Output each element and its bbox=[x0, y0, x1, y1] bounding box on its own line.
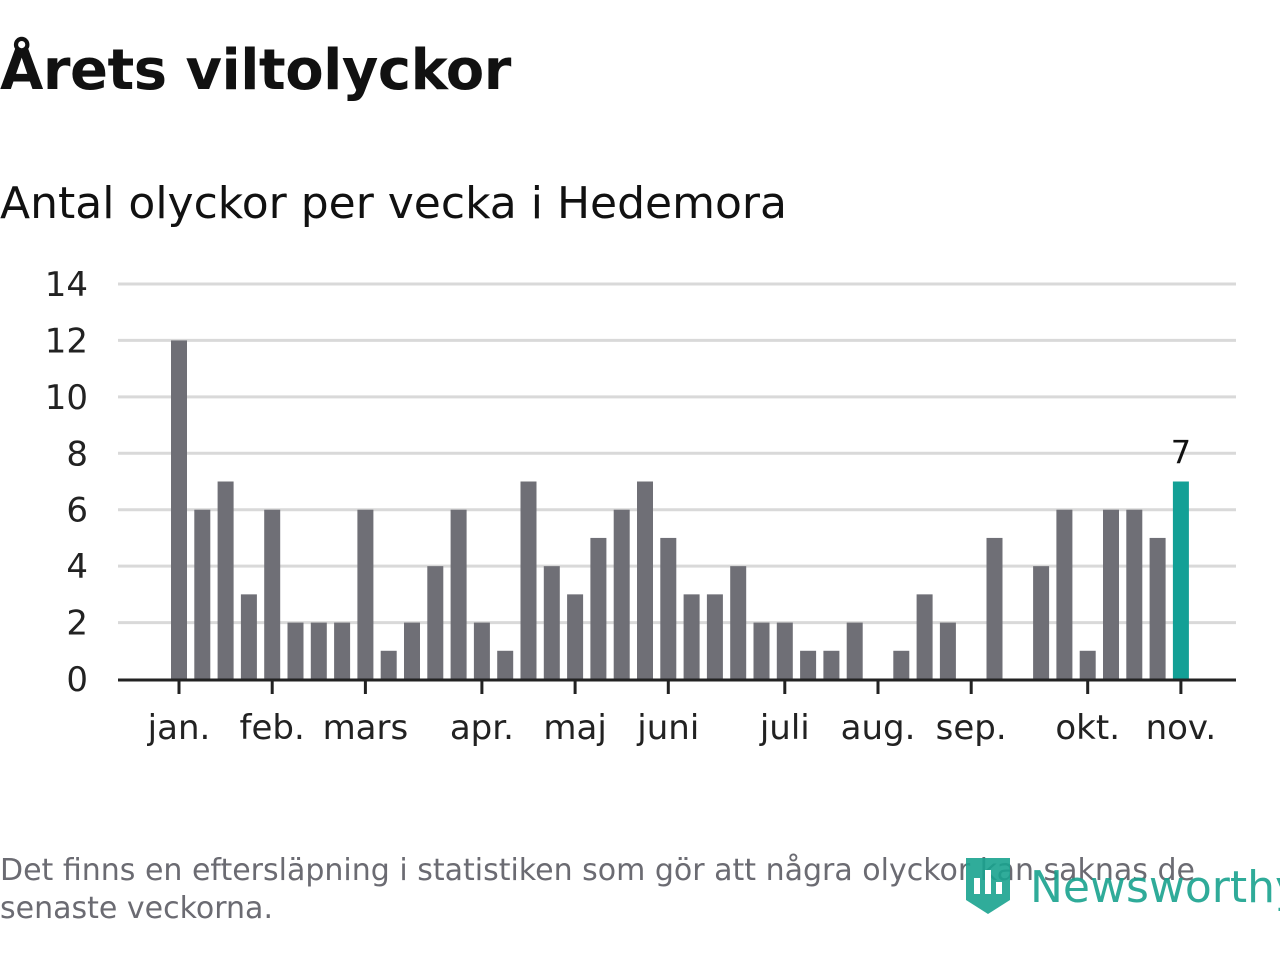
newsworthy-logo: Newsworthy bbox=[962, 852, 1280, 922]
bar-chart: 0 2 4 6 8 10 12 14 jan. feb. mars apr. maj juni juli a… bbox=[45, 265, 1236, 748]
bar bbox=[404, 622, 420, 679]
bar bbox=[1149, 537, 1166, 679]
bar bbox=[380, 650, 397, 679]
bar bbox=[194, 509, 211, 679]
y-tick-label: 10 bbox=[45, 378, 88, 418]
bar bbox=[217, 481, 234, 679]
bar bbox=[171, 340, 187, 679]
bar bbox=[357, 509, 374, 679]
y-tick-label: 6 bbox=[66, 491, 88, 531]
bar bbox=[1103, 509, 1119, 679]
y-tick-label: 4 bbox=[66, 547, 88, 587]
y-tick-label: 12 bbox=[45, 321, 88, 361]
y-tick-label: 14 bbox=[45, 265, 88, 305]
bar bbox=[613, 509, 630, 679]
y-tick-label: 8 bbox=[66, 434, 88, 474]
x-tick-label: okt. bbox=[1055, 708, 1120, 748]
bar bbox=[450, 509, 467, 679]
x-tick-label: apr. bbox=[450, 708, 514, 748]
bars bbox=[171, 340, 1189, 679]
bar bbox=[543, 566, 560, 679]
x-tick-label: jan. bbox=[147, 708, 211, 748]
x-tick-label: nov. bbox=[1146, 708, 1217, 748]
bar bbox=[1079, 650, 1096, 679]
bar bbox=[637, 481, 653, 679]
x-tick-label: mars bbox=[323, 708, 409, 748]
bar bbox=[776, 622, 793, 679]
bar bbox=[823, 650, 840, 679]
bar bbox=[660, 537, 677, 679]
y-axis-ticks: 0 2 4 6 8 10 12 14 bbox=[45, 265, 88, 700]
y-tick-label: 2 bbox=[66, 604, 88, 644]
gridlines bbox=[118, 282, 1236, 625]
bar bbox=[986, 537, 1003, 679]
x-tick-label: sep. bbox=[936, 708, 1007, 748]
y-tick-label: 0 bbox=[66, 660, 88, 700]
bar bbox=[427, 566, 444, 679]
last-value-label: 7 bbox=[1171, 434, 1191, 472]
bar bbox=[683, 594, 700, 679]
bar bbox=[1126, 509, 1143, 679]
bar bbox=[893, 650, 910, 679]
chart-title: Årets viltolyckor bbox=[0, 38, 511, 103]
x-tick-label: feb. bbox=[240, 708, 305, 748]
bar bbox=[264, 509, 281, 679]
bar bbox=[916, 594, 933, 679]
bar bbox=[567, 594, 584, 679]
x-tick-label: aug. bbox=[841, 708, 916, 748]
x-tick-label: juli bbox=[759, 708, 810, 748]
bar bbox=[590, 537, 607, 679]
bar bbox=[310, 622, 327, 679]
bar bbox=[730, 566, 747, 679]
x-axis-ticks: jan. feb. mars apr. maj juni juli aug. sep. okt. n… bbox=[147, 680, 1217, 748]
x-tick-label: juni bbox=[636, 708, 699, 748]
bar bbox=[240, 594, 257, 679]
bar bbox=[287, 622, 304, 679]
bar bbox=[497, 650, 514, 679]
bar bbox=[334, 622, 351, 679]
chart-subtitle: Antal olyckor per vecka i Hedemora bbox=[0, 178, 787, 229]
bar bbox=[706, 594, 723, 679]
bar bbox=[1056, 509, 1073, 679]
bar-highlight bbox=[1172, 481, 1189, 679]
bar bbox=[846, 622, 863, 679]
bar bbox=[939, 622, 956, 679]
bar bbox=[473, 622, 490, 679]
bar bbox=[753, 622, 770, 679]
bar bbox=[800, 650, 817, 679]
bar bbox=[520, 481, 537, 679]
newsworthy-logo-text: Newsworthy bbox=[1030, 861, 1280, 913]
x-tick-label: maj bbox=[543, 708, 606, 748]
newsworthy-logo-icon bbox=[962, 852, 1014, 922]
bar bbox=[1033, 566, 1050, 679]
